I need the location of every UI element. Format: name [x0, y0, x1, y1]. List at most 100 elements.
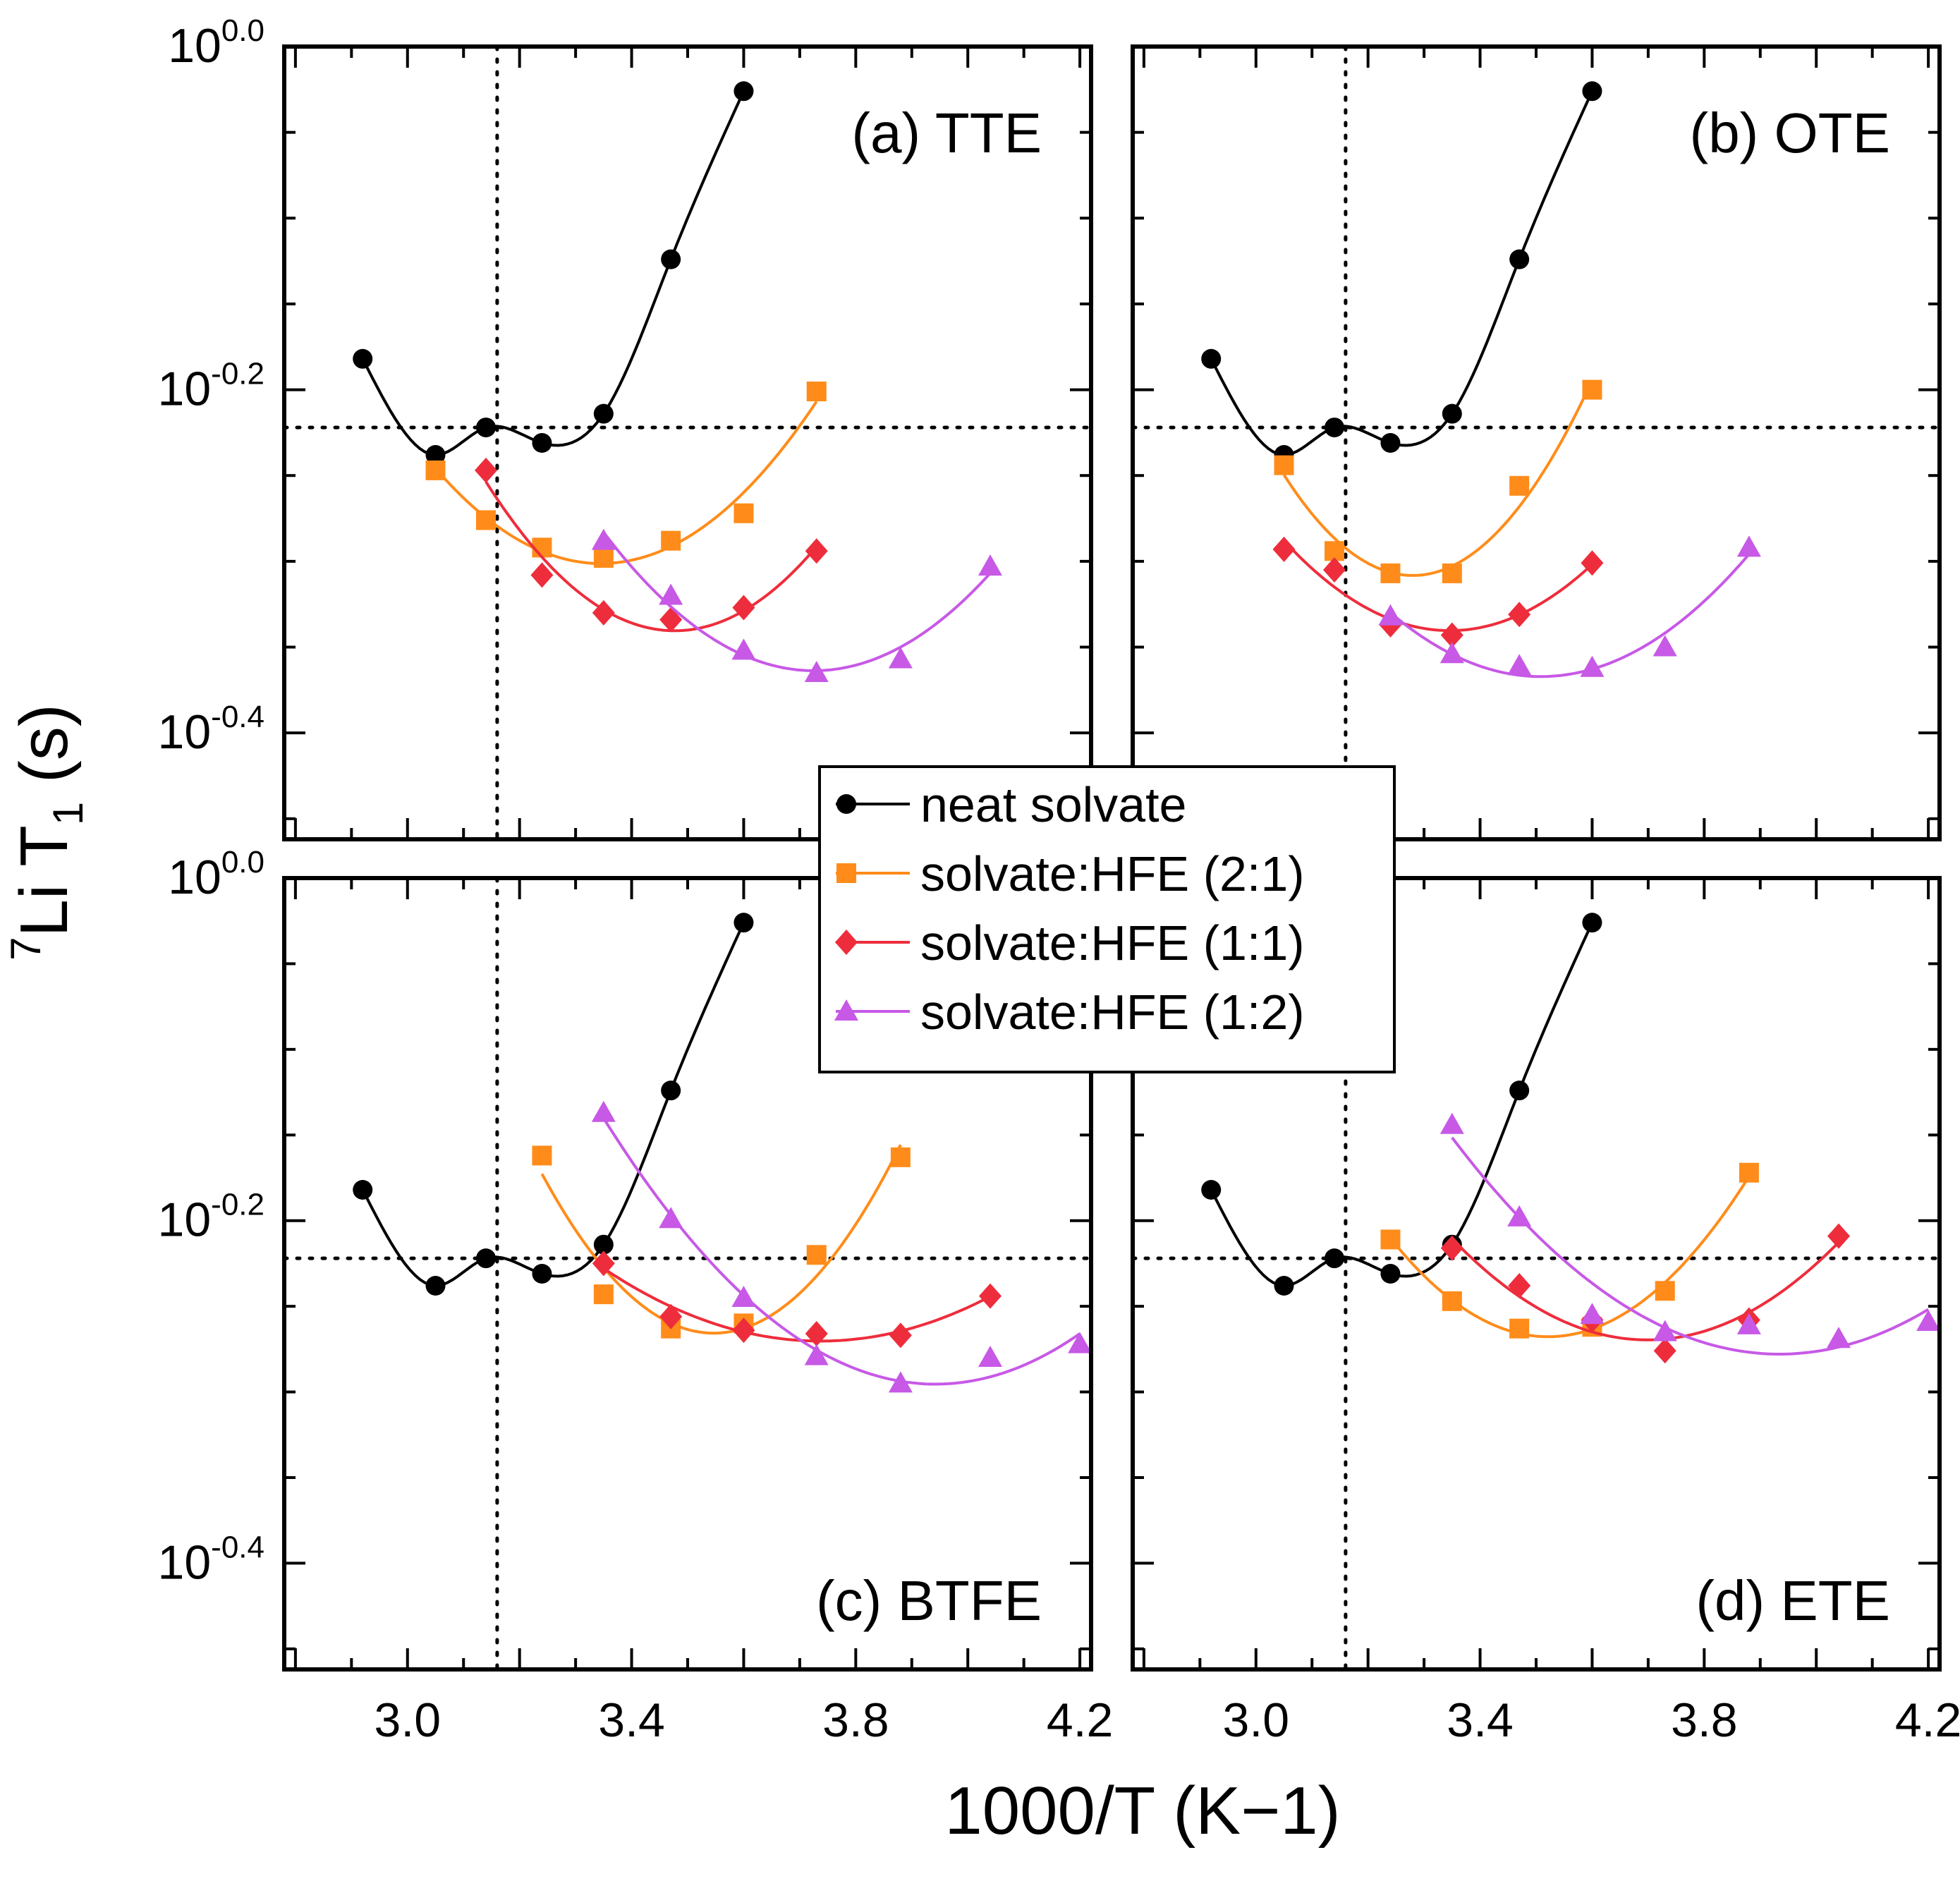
- fit-curve-neat: [1210, 90, 1594, 456]
- data-point-r21: [1739, 1162, 1759, 1183]
- data-point-r12: [1439, 1112, 1464, 1134]
- panel-frame: [1131, 44, 1942, 841]
- series-neat: [1201, 81, 1602, 465]
- y-axis-label: 7Li T1 (s): [2, 704, 92, 961]
- panel-frame: [282, 44, 1093, 841]
- data-point-r12: [731, 1286, 756, 1307]
- fit-curve-r11: [602, 1267, 991, 1343]
- data-point-r12: [1580, 1303, 1605, 1325]
- y-tick-label-base: 10: [158, 705, 212, 759]
- data-point-neat: [1582, 913, 1602, 933]
- data-point-r12: [1507, 654, 1532, 676]
- data-point-r12: [659, 583, 683, 605]
- y-tick-label: 100.0: [168, 13, 264, 73]
- y-tick-label-base: 10: [158, 1535, 212, 1589]
- data-point-r12: [1652, 635, 1677, 657]
- panel-frame: [1131, 876, 1942, 1672]
- data-point-r11: [1508, 1273, 1531, 1298]
- data-point-r11: [889, 1322, 912, 1349]
- data-point-r12: [591, 528, 616, 550]
- data-point-r12: [1827, 1327, 1851, 1349]
- legend-label: neat solvate: [920, 777, 1186, 832]
- data-point-r21: [1655, 1281, 1675, 1301]
- legend-box: [818, 765, 1396, 1073]
- panel-2: (b) OTE: [1131, 44, 1942, 841]
- data-point-r12: [1736, 535, 1761, 557]
- data-point-neat: [1380, 433, 1401, 453]
- y-tick-label: 10-0.4: [158, 700, 264, 759]
- data-point-r12: [591, 1100, 616, 1122]
- data-point-r12: [1068, 1332, 1091, 1353]
- data-point-neat: [532, 433, 552, 453]
- data-point-r11: [475, 457, 497, 483]
- panel-label: (a) TTE: [851, 102, 1042, 164]
- x-tick-label: 4.2: [1895, 1693, 1960, 1747]
- data-point-r21: [806, 1245, 827, 1265]
- y-tick-label-exponent: -0.4: [211, 700, 264, 734]
- data-point-r21: [1582, 379, 1602, 400]
- y-tick-label-base: 10: [168, 19, 221, 73]
- data-point-neat: [1201, 1180, 1222, 1200]
- x-tick-label: 4.2: [1047, 1693, 1114, 1747]
- series-r11: [1272, 536, 1604, 648]
- data-point-r11: [592, 1250, 615, 1277]
- data-point-neat: [1201, 348, 1222, 369]
- data-point-r21: [1509, 475, 1530, 496]
- data-point-r21: [1509, 1318, 1530, 1339]
- data-point-r11: [805, 538, 828, 564]
- y-tick-label: 10-0.2: [158, 357, 264, 416]
- series-neat: [353, 913, 754, 1296]
- data-point-r21: [1380, 563, 1401, 583]
- y-tick-label-exponent: -0.2: [211, 357, 264, 391]
- fit-curve-r11: [485, 481, 818, 633]
- data-point-neat: [1325, 418, 1344, 438]
- legend-items: neat solvate solvate:HFE (2:1) solvate:HFE…: [834, 777, 1305, 1040]
- data-point-neat: [1509, 1080, 1530, 1101]
- series-neat: [353, 81, 754, 465]
- data-point-r21: [1442, 563, 1462, 583]
- data-point-r12: [1736, 1313, 1761, 1334]
- data-point-r21: [1274, 455, 1294, 475]
- data-point-r12: [1507, 1205, 1532, 1226]
- data-point-neat: [532, 1264, 552, 1284]
- data-point-neat: [425, 445, 446, 465]
- y-tick-label-exponent: -0.4: [211, 1530, 264, 1564]
- data-point-neat: [1325, 1248, 1344, 1269]
- series-r11: [592, 1250, 1002, 1349]
- data-point-r21: [806, 382, 827, 402]
- data-point-r12: [731, 638, 756, 660]
- fit-curve-r12: [602, 1117, 1081, 1386]
- series-r11: [475, 457, 828, 633]
- legend-marker-diamond: [835, 930, 858, 955]
- legend-label: solvate:HFE (1:2): [920, 985, 1305, 1040]
- data-point-r11: [732, 1317, 755, 1344]
- legend-item-r11: solvate:HFE (1:1): [835, 915, 1305, 970]
- data-point-r21: [425, 460, 446, 480]
- x-tick-label: 3.8: [1671, 1693, 1738, 1747]
- x-axis-label: 1000/T (K−1): [944, 1773, 1340, 1849]
- data-point-neat: [734, 913, 754, 933]
- x-tick-label: 3.4: [1447, 1693, 1514, 1747]
- data-point-r21: [890, 1147, 911, 1167]
- data-point-r12: [804, 661, 829, 683]
- series-r11: [1440, 1223, 1850, 1364]
- data-point-r12: [1916, 1310, 1940, 1331]
- y-tick-label: 10-0.4: [158, 1530, 264, 1589]
- data-point-neat: [353, 348, 373, 369]
- legend-marker-square: [836, 863, 856, 883]
- y-tick-label-exponent: -0.2: [211, 1188, 264, 1222]
- panel-label: (b) OTE: [1690, 102, 1890, 164]
- data-point-r21: [593, 1284, 614, 1305]
- y-tick-label-exponent: 0.0: [221, 13, 264, 48]
- legend-marker-circle: [836, 794, 856, 814]
- data-point-neat: [1509, 249, 1530, 269]
- panel-frame: [282, 876, 1093, 1672]
- data-point-r11: [979, 1283, 1002, 1309]
- data-point-r11: [805, 1321, 828, 1346]
- data-point-r12: [804, 1344, 829, 1365]
- data-point-neat: [593, 1234, 614, 1255]
- data-point-r11: [659, 1303, 683, 1329]
